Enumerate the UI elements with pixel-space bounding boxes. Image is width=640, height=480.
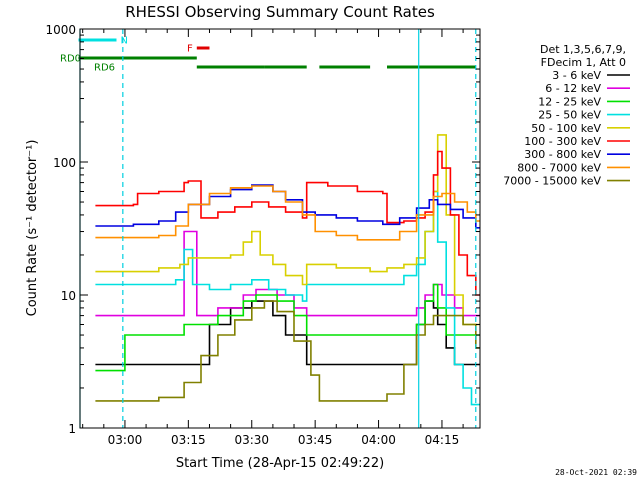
attenuator-flags: N F RD0 RD6 [60,36,476,74]
legend-label-8: 7000 - 15000 keV [503,175,601,188]
plot-frame [79,28,481,429]
legend-header-0: Det 1,3,5,6,7,9, [540,43,626,56]
series-line-2 [95,283,480,372]
series-line-8 [95,300,480,402]
flag-label-0: N [120,36,127,47]
legend-label-5: 100 - 300 keV [524,135,601,148]
series-layer [95,134,480,406]
x-axis-label: Start Time (28-Apr-15 02:49:22) [176,456,384,471]
y-tick-label-3: 1000 [45,23,76,37]
x-tick-label-2: 03:30 [234,433,269,447]
chart-title: RHESSI Observing Summary Count Rates [125,3,435,21]
flag-label-2: RD0 [60,54,81,65]
y-tick-label-1: 10 [61,289,76,303]
flag-label-1: F [187,44,193,55]
legend-label-3: 25 - 50 keV [538,109,601,122]
x-tick-label-4: 04:00 [361,433,396,447]
legend-header-1: FDecim 1, Att 0 [541,56,626,69]
legend: Det 1,3,5,6,7,9,FDecim 1, Att 03 - 6 keV… [503,43,630,188]
legend-label-7: 800 - 7000 keV [517,161,601,174]
legend-label-4: 50 - 100 keV [531,122,601,135]
series-line-3 [95,190,480,406]
series-line-1 [95,230,480,317]
x-tick-label-0: 03:00 [108,433,143,447]
legend-label-2: 12 - 25 keV [538,95,601,108]
series-line-0 [95,300,480,366]
series-line-5 [95,150,480,296]
timestamp: 28-Oct-2021 02:39 [555,468,637,477]
y-tick-label-0: 1 [68,422,76,436]
legend-label-6: 300 - 800 keV [524,148,601,161]
flag-label-3: RD6 [94,63,115,74]
axes: 03:00 03:15 03:30 03:45 04:00 04:15 1 10 100 1000 [45,23,480,447]
legend-label-1: 6 - 12 keV [545,82,601,95]
series-line-7 [95,185,480,241]
x-tick-label-3: 03:45 [298,433,333,447]
y-tick-label-2: 100 [53,156,76,170]
y-axis-label: Count Rate (s⁻¹ detector⁻¹) [25,140,40,317]
x-tick-label-5: 04:15 [425,433,460,447]
series-line-6 [95,184,480,229]
series-line-4 [95,134,480,326]
x-tick-label-1: 03:15 [171,433,206,447]
legend-label-0: 3 - 6 keV [552,69,601,82]
